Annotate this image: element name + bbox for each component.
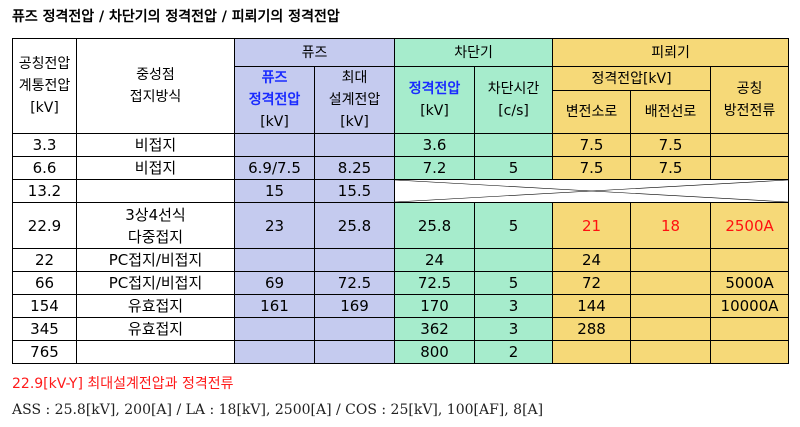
header-breaker-rated: 정격전압 [kV] (394, 66, 476, 134)
table-row: 765 800 2 (12, 340, 790, 364)
note-red: 22.9[kV-Y] 최대설계전압과 정격전류 (12, 376, 234, 392)
header-arrester-current: 공칭 방전전류 (710, 66, 790, 134)
table-row: 345 유효접지 362 3 288 (12, 317, 790, 341)
header-arrester-substation: 변전소로 (552, 90, 632, 134)
table-row: 66 PC접지/비접지 69 72.5 72.5 5 72 5000A (12, 271, 790, 295)
cross-mark (395, 180, 788, 202)
header-fuse-max: 최대 설계전압 [kV] (313, 66, 396, 134)
voltage-table: 공칭전압 계통전압 [kV] 중성점 접지방식 퓨즈 차단기 피뢰기 퓨즈 정격전압 [k… (12, 38, 790, 364)
header-arrester-rated: 정격전압[kV] (552, 65, 712, 92)
not-applicable-cross (394, 179, 790, 203)
header-arrester: 피뢰기 (552, 38, 790, 67)
header-arrester-distribution: 배전선로 (630, 90, 712, 134)
header-fuse: 퓨즈 (233, 38, 396, 67)
table-row: 13.2 15 15.5 (12, 179, 790, 203)
header-breaker: 차단기 (394, 38, 554, 67)
header-nominal-voltage: 공칭전압 계통전압 [kV] (12, 38, 77, 134)
table-row: 22.9 3상4선식 다중접지 23 25.8 25.8 5 21 18 2500… (12, 202, 790, 249)
table-row: 3.3 비접지 3.6 7.5 7.5 (12, 133, 790, 157)
note-specs: ASS : 25.8[kV], 200[A] / LA : 18[kV], 25… (12, 402, 544, 418)
header-breaker-time: 차단시간 [c/s] (474, 66, 554, 134)
page-title: 퓨즈 정격전압 / 차단기의 정격전압 / 피뢰기의 정격전압 (12, 9, 340, 25)
table-row: 22 PC접지/비접지 24 24 (12, 248, 790, 272)
table-row: 6.6 비접지 6.9/7.5 8.25 7.2 5 7.5 7.5 (12, 156, 790, 180)
table-row: 154 유효접지 161 169 170 3 144 10000A (12, 294, 790, 318)
header-grounding: 중성점 접지방식 (76, 38, 235, 134)
header-fuse-rated: 퓨즈 정격전압 [kV] (234, 66, 315, 134)
